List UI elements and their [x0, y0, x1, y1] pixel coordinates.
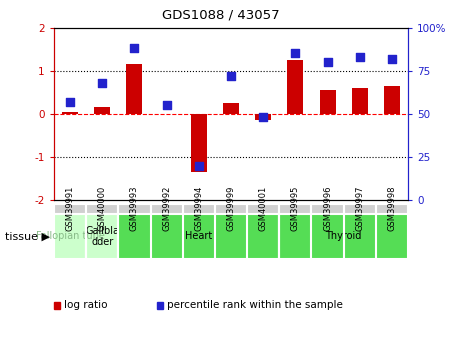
- Text: GSM39998: GSM39998: [387, 186, 396, 231]
- Bar: [86, 204, 118, 214]
- Text: GSM39991: GSM39991: [66, 186, 75, 231]
- Bar: [54, 204, 86, 214]
- Text: Gallbla
dder: Gallbla dder: [85, 226, 119, 247]
- Text: GDS1088 / 43057: GDS1088 / 43057: [162, 9, 279, 22]
- Text: GSM39992: GSM39992: [162, 186, 171, 231]
- Point: [259, 115, 267, 120]
- Bar: [344, 204, 376, 214]
- Bar: [62, 112, 78, 114]
- Point: [98, 80, 106, 86]
- Text: tissue ▶: tissue ▶: [5, 231, 50, 241]
- Bar: [319, 90, 336, 114]
- Bar: [223, 103, 239, 114]
- Text: Heart: Heart: [185, 231, 212, 241]
- Bar: [54, 214, 86, 259]
- Bar: [86, 214, 118, 259]
- Bar: [384, 86, 400, 114]
- Text: GSM39997: GSM39997: [355, 186, 364, 231]
- Bar: [376, 204, 408, 214]
- Point: [324, 59, 331, 65]
- Bar: [311, 204, 344, 214]
- Bar: [118, 204, 151, 214]
- Text: Thyroid: Thyroid: [325, 231, 362, 241]
- Bar: [247, 204, 279, 214]
- Point: [195, 163, 203, 168]
- Text: log ratio: log ratio: [64, 300, 108, 310]
- Text: GSM39994: GSM39994: [194, 186, 203, 231]
- Bar: [279, 214, 408, 259]
- Point: [66, 99, 74, 105]
- Point: [388, 56, 396, 61]
- Text: GSM39999: GSM39999: [227, 186, 235, 231]
- Text: GSM39993: GSM39993: [130, 186, 139, 231]
- Bar: [352, 88, 368, 114]
- Bar: [215, 204, 247, 214]
- Bar: [151, 204, 183, 214]
- Point: [292, 51, 299, 56]
- Text: GSM40000: GSM40000: [98, 186, 107, 231]
- Bar: [183, 204, 215, 214]
- Point: [131, 46, 138, 51]
- Point: [163, 102, 170, 108]
- Bar: [94, 107, 110, 114]
- Text: GSM39995: GSM39995: [291, 186, 300, 231]
- Text: GSM40001: GSM40001: [259, 186, 268, 231]
- Bar: [255, 114, 271, 120]
- Bar: [126, 64, 143, 114]
- Bar: [287, 60, 303, 114]
- Point: [227, 73, 234, 79]
- Point: [356, 54, 363, 60]
- Bar: [279, 204, 311, 214]
- Text: percentile rank within the sample: percentile rank within the sample: [167, 300, 343, 310]
- Bar: [118, 214, 279, 259]
- Text: Fallopian tube: Fallopian tube: [36, 231, 105, 241]
- Text: GSM39996: GSM39996: [323, 186, 332, 231]
- Bar: [191, 114, 207, 172]
